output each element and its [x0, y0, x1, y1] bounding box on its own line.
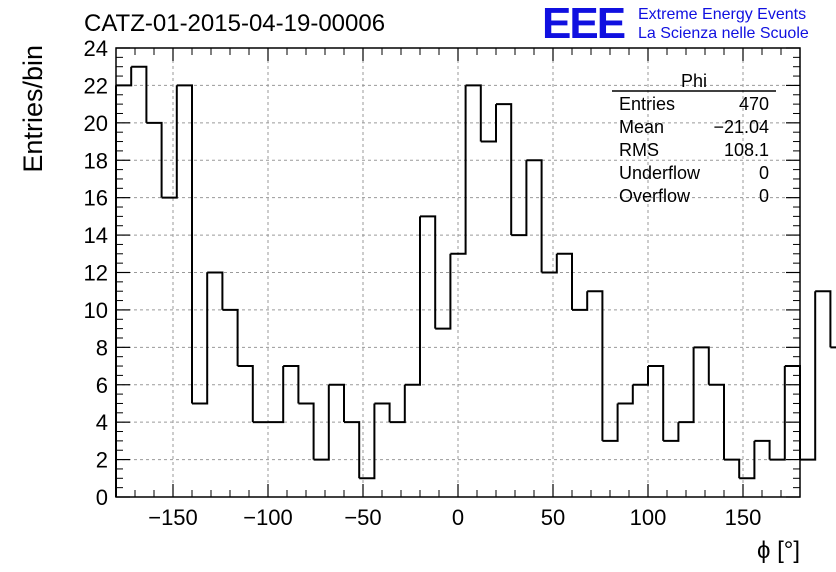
y-tick-label: 10 — [84, 298, 108, 323]
histogram-bin — [632, 366, 649, 386]
histogram-bin — [435, 253, 452, 330]
histogram-bin — [192, 272, 209, 405]
histogram-bin — [404, 216, 421, 386]
histogram-bin — [374, 402, 391, 423]
histogram-bin — [572, 291, 589, 311]
histogram-bin — [222, 308, 239, 367]
y-tick-label: 20 — [84, 111, 108, 136]
histogram-bin — [283, 365, 300, 404]
histogram-bin — [237, 365, 254, 423]
stats-row-label: RMS — [619, 140, 659, 160]
y-tick-label: 12 — [84, 261, 108, 286]
histogram-bin — [754, 439, 771, 460]
histogram-bin — [617, 384, 634, 405]
histogram-bin — [556, 252, 573, 310]
stats-row-label: Entries — [619, 94, 675, 114]
x-tick-label: 100 — [630, 505, 667, 530]
histogram-bin — [344, 421, 361, 479]
y-tick-label: 2 — [96, 448, 108, 473]
histogram-bin — [480, 104, 497, 143]
stats-row-label: Mean — [619, 117, 664, 137]
histogram-bin — [465, 84, 482, 142]
histogram-bin — [359, 403, 376, 480]
histogram-bin — [389, 384, 406, 424]
y-tick-label: 8 — [96, 335, 108, 360]
stats-row-label: Underflow — [619, 163, 701, 183]
histogram-bin — [313, 384, 330, 461]
eee-logo: EEE Extreme Energy Events La Scienza nel… — [542, 2, 834, 46]
histogram-bin — [146, 121, 163, 198]
stats-row-value: 0 — [759, 186, 769, 206]
histogram-bin — [420, 215, 437, 329]
y-tick-label: 18 — [84, 148, 108, 173]
histogram-bin — [511, 160, 528, 237]
y-tick-label: 14 — [84, 223, 108, 248]
stats-row-label: Overflow — [619, 186, 691, 206]
stats-row-value: 470 — [739, 94, 769, 114]
histogram-bin — [830, 346, 836, 349]
x-axis-label: ϕ [°] — [757, 537, 800, 564]
logo-line-2: La Scienza nelle Scuole — [638, 25, 809, 42]
x-tick-label: −50 — [344, 505, 381, 530]
x-tick-label: −150 — [148, 505, 198, 530]
histogram-bin — [541, 253, 558, 274]
y-tick-label: 0 — [96, 485, 108, 510]
x-tick-label: 50 — [541, 505, 565, 530]
y-axis-label: Entries/bin — [18, 45, 48, 173]
histogram-bin — [526, 159, 543, 273]
x-tick-label: −100 — [243, 505, 293, 530]
histogram-bin — [450, 85, 467, 255]
x-tick-label: 150 — [725, 505, 762, 530]
histogram-bin — [207, 271, 224, 310]
histogram-bin — [176, 84, 193, 404]
logo-line-1: Extreme Energy Events — [638, 6, 807, 23]
histogram-bin — [648, 365, 665, 441]
stats-title: Phi — [681, 71, 707, 91]
histogram-bin — [708, 383, 725, 460]
histogram-bin — [328, 383, 345, 423]
logo-mark: EEE — [542, 0, 626, 48]
y-tick-label: 24 — [84, 36, 108, 61]
histogram-bin — [678, 347, 695, 424]
stats-row-value: 108.1 — [724, 140, 769, 160]
histogram-bin — [739, 440, 756, 480]
histogram-bin — [131, 65, 148, 123]
axes: −150 −100 −50 0 50 100 15002468101214161820222… — [84, 36, 801, 530]
y-tick-label: 6 — [96, 373, 108, 398]
y-tick-label: 16 — [84, 186, 108, 211]
histogram-bin — [769, 366, 786, 461]
histogram-bin — [587, 290, 604, 441]
histogram-bin — [496, 103, 513, 236]
histogram-bin — [663, 422, 680, 442]
histogram-bin — [800, 291, 817, 461]
histogram-bin — [602, 403, 619, 442]
histogram-bars — [115, 65, 836, 497]
y-tick-label: 22 — [84, 73, 108, 98]
histogram-bin — [815, 290, 832, 348]
histogram-bin — [693, 346, 710, 385]
histogram-bin — [161, 85, 178, 199]
run-title: CATZ-01-2015-04-19-00006 — [84, 10, 386, 37]
stats-row-value: −21.04 — [713, 117, 769, 137]
y-tick-label: 4 — [96, 410, 108, 435]
histogram-bin — [268, 366, 285, 424]
x-tick-label: 0 — [452, 505, 464, 530]
stats-row-value: 0 — [759, 163, 769, 183]
histogram-bin — [298, 402, 315, 460]
histogram-bin — [724, 458, 741, 479]
stats-box: Phi Entries 470 Mean −21.04 RMS 108.1 Underflow… — [612, 71, 776, 206]
